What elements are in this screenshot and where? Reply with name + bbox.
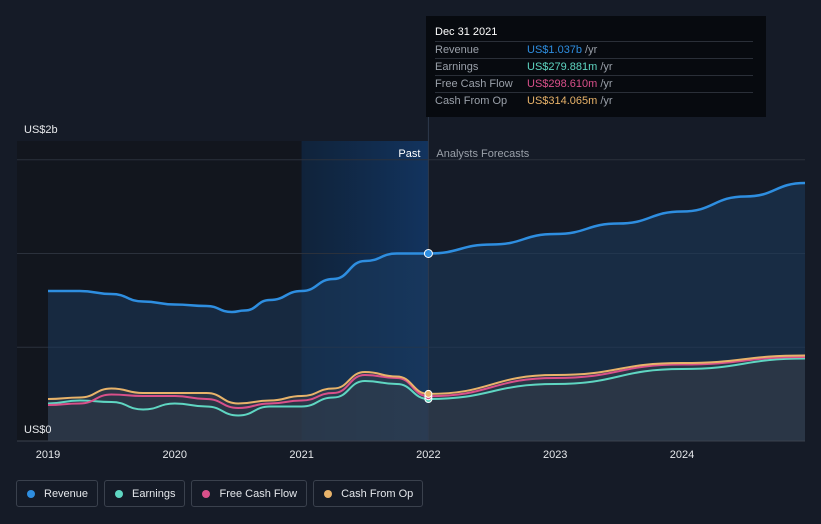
legend-dot-icon [202,489,211,498]
x-tick-label: 2020 [163,449,187,461]
tooltip-label: Cash From Op [435,95,508,107]
y-axis-top-label: US$2b [24,124,58,136]
x-tick-label: 2023 [543,449,567,461]
past-label: Past [398,148,420,160]
tooltip-row-cash-from-op: Cash From Op US$314.065m /yr [435,92,753,109]
y-axis-bottom-label: US$0 [24,424,52,436]
tooltip-value: US$314.065m [527,95,598,107]
legend-item-cash-from-op[interactable]: Cash From Op [313,480,424,507]
legend-dot-icon [324,489,333,498]
free-cash-flow-line [47,356,806,410]
x-tick-label: 2022 [416,449,440,461]
legend-label: Earnings [132,487,176,500]
tooltip: Dec 31 2021 Revenue US$1.037b /yr Earnin… [426,16,766,117]
tooltip-unit: /yr [585,44,598,56]
tooltip-value: US$298.610m [527,78,598,90]
legend-item-revenue[interactable]: Revenue [16,480,99,507]
x-tick-label: 2019 [36,449,60,461]
series-marker [424,389,433,398]
legend-dot-icon [27,489,35,498]
tooltip-value: US$1.037b [527,44,583,56]
legend-item-earnings[interactable]: Earnings [104,480,186,507]
tooltip-row-free-cash-flow: Free Cash Flow US$298.610m /yr [435,75,753,92]
tooltip-label: Free Cash Flow [435,78,513,90]
revenue-line [47,181,806,314]
legend-dot-icon [115,489,124,498]
legend-item-free-cash-flow[interactable]: Free Cash Flow [191,480,308,507]
revenue-marker [423,249,433,258]
earnings-line [47,357,806,417]
tooltip-label: Revenue [435,44,480,56]
tooltip-unit: /yr [600,78,613,90]
cash-from-op-line [47,354,806,405]
x-tick-label: 2024 [670,449,694,461]
legend-label: Free Cash Flow [219,487,298,500]
tooltip-unit: /yr [600,61,613,73]
tooltip-date: Dec 31 2021 [435,26,498,38]
legend-label: Cash From Op [341,487,414,500]
tooltip-row-earnings: Earnings US$279.881m /yr [435,58,753,75]
forecast-label: Analysts Forecasts [436,148,529,160]
tooltip-unit: /yr [600,95,613,107]
tooltip-value: US$279.881m [527,61,598,73]
tooltip-row-revenue: Revenue US$1.037b /yr [435,41,753,58]
tooltip-label: Earnings [435,61,479,73]
x-tick-label: 2021 [289,449,313,461]
legend: Revenue Earnings Free Cash Flow Cash Fro… [16,480,424,509]
legend-label: Revenue [44,487,89,500]
